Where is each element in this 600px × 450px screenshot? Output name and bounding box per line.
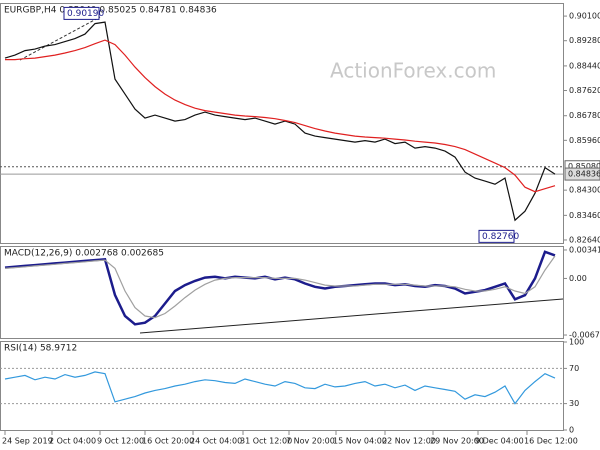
y-tick-label: 70: [569, 364, 579, 373]
y-tick-label: 0.86780: [569, 111, 600, 120]
x-tick-label: 7 Nov 20:00: [286, 437, 335, 446]
x-tick-label: 9 Oct 12:00: [97, 437, 144, 446]
series-line: [4, 371, 556, 405]
y-tick-label: 0: [569, 426, 574, 435]
y-tick-label: 0.84300: [569, 186, 600, 195]
x-tick-label: 2 Oct 04:00: [49, 437, 96, 446]
y-tick-label: 0.003414: [569, 245, 600, 254]
series-line: [4, 255, 556, 319]
series-line: [5, 39, 556, 193]
price-level-label: 0.84836: [568, 170, 600, 179]
x-tick-label: 9 Dec 04:00: [475, 437, 524, 446]
x-tick-label: 29 Nov 20:00: [430, 437, 484, 446]
x-tick-label: 24 Oct 04:00: [190, 437, 242, 446]
y-tick-label: 0.82640: [569, 235, 600, 244]
macd-frame: [0, 246, 564, 339]
marker-box: [478, 229, 515, 243]
y-tick-label: 30: [569, 399, 579, 408]
marker-label: 0.90190: [67, 9, 104, 19]
price-frame: [0, 3, 564, 244]
series-line: [4, 250, 556, 326]
x-tick-label: 16 Oct 20:00: [142, 437, 194, 446]
price-level-box: [564, 167, 600, 181]
y-tick-label: 100: [569, 338, 584, 347]
x-tick-label: 24 Sep 2019: [2, 437, 53, 446]
y-tick-label: 0.87620: [569, 86, 600, 95]
x-tick-label: 15 Nov 04:00: [333, 437, 387, 446]
series-line: [4, 21, 556, 222]
x-tick-label: 16 Dec 12:00: [524, 437, 578, 446]
price-level-label: 0.85080: [568, 162, 600, 171]
watermark: ActionForex.com: [330, 59, 496, 83]
y-tick-label: 0.89280: [569, 36, 600, 45]
x-tick-label: 22 Nov 12:00: [382, 437, 436, 446]
y-tick-label: 0.88440: [569, 61, 600, 70]
y-tick-label: -0.006783: [569, 331, 600, 340]
marker-label: 0.82760: [482, 232, 519, 242]
indicator-title: RSI(14) 58.9712: [4, 344, 77, 354]
trend-line: [19, 16, 101, 61]
chart-title: EURGBP,H4 0.85040 0.85025 0.84781 0.8483…: [4, 6, 217, 16]
y-tick-label: 0.00: [569, 274, 587, 283]
marker-box: [63, 6, 100, 20]
x-tick-label: 31 Oct 12:00: [240, 437, 292, 446]
y-tick-label: 0.90100: [569, 12, 600, 21]
y-tick-label: 0.83460: [569, 211, 600, 220]
rsi-frame: [0, 341, 564, 431]
y-tick-label: 0.85960: [569, 136, 600, 145]
trend-line: [139, 298, 564, 334]
indicator-title: MACD(12,26,9) 0.002768 0.002685: [4, 249, 164, 259]
